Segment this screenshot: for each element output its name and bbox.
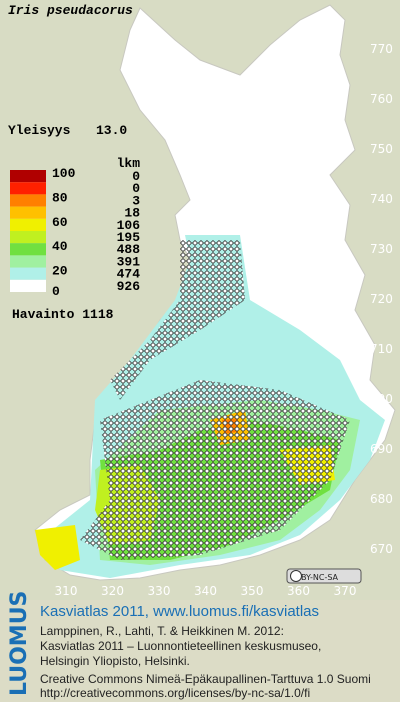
legend-swatch xyxy=(10,170,46,183)
legend-swatch xyxy=(10,194,46,207)
legend-swatch xyxy=(10,182,46,195)
citation-line: Lamppinen, R., Lahti, T. & Heikkinen M. … xyxy=(40,624,284,638)
citation-line: Kasviatlas 2011 – Luonnontieteellinen ke… xyxy=(40,639,321,653)
northing-label: 750 xyxy=(370,142,393,156)
legend-swatch xyxy=(10,255,46,268)
northing-label: 680 xyxy=(370,492,393,506)
citation-line: Helsingin Yliopisto, Helsinki. xyxy=(40,654,190,668)
legend-scale-label: 40 xyxy=(52,239,68,254)
frequency-value: 13.0 xyxy=(96,123,127,138)
legend-swatch xyxy=(10,218,46,231)
easting-label: 340 xyxy=(194,584,217,598)
count-heading: lkm xyxy=(117,156,141,171)
legend-count: 3 xyxy=(132,193,140,208)
legend-count: 391 xyxy=(117,254,141,269)
legend-count: 106 xyxy=(117,218,141,233)
easting-label: 330 xyxy=(148,584,171,598)
northing-label: 730 xyxy=(370,242,393,256)
observation-count: Havainto 1118 xyxy=(12,307,114,322)
legend-scale-label: 100 xyxy=(52,166,76,181)
northing-label: 700 xyxy=(370,392,393,406)
northing-label: 690 xyxy=(370,442,393,456)
northing-label: 760 xyxy=(370,92,393,106)
brand: LUOMUS xyxy=(7,591,32,696)
northing-label: 740 xyxy=(370,192,393,206)
legend-swatch xyxy=(10,267,46,280)
legend-scale-label: 60 xyxy=(52,215,68,230)
license-line: http://creativecommons.org/licenses/by-n… xyxy=(40,686,310,700)
license-badge: BY-NC-SA xyxy=(301,573,339,582)
northing-label: 770 xyxy=(370,42,393,56)
legend-count: 0 xyxy=(132,181,140,196)
northing-label: 720 xyxy=(370,292,393,306)
legend-scale-label: 20 xyxy=(52,264,68,279)
species-title: Iris pseudacorus xyxy=(8,3,133,18)
footer-headline: Kasviatlas 2011, www.luomus.fi/kasviatla… xyxy=(40,603,319,620)
legend-swatch xyxy=(10,206,46,219)
legend-swatch xyxy=(10,231,46,244)
footer-background xyxy=(0,600,400,702)
easting-label: 310 xyxy=(55,584,78,598)
frequency-label: Yleisyys xyxy=(8,123,71,138)
legend-count: 926 xyxy=(117,279,141,294)
legend-count: 0 xyxy=(132,169,140,184)
legend-count: 474 xyxy=(117,267,141,282)
legend-swatch xyxy=(10,279,46,292)
easting-label: 350 xyxy=(241,584,264,598)
northing-label: 710 xyxy=(370,342,393,356)
legend-scale-label: 0 xyxy=(52,284,60,299)
legend-count: 18 xyxy=(124,206,140,221)
legend-count: 488 xyxy=(117,242,141,257)
license-line: Creative Commons Nimeä-Epäkaupallinen-Ta… xyxy=(40,672,371,686)
legend-swatch xyxy=(10,243,46,256)
cc-badge: BY-NC-SA xyxy=(286,568,362,584)
legend-count: 195 xyxy=(117,230,141,245)
legend-scale-label: 80 xyxy=(52,190,68,205)
easting-label: 360 xyxy=(287,584,310,598)
easting-label: 370 xyxy=(334,584,357,598)
occurrence-cells xyxy=(35,235,385,578)
northing-label: 670 xyxy=(370,542,393,556)
easting-label: 320 xyxy=(101,584,124,598)
